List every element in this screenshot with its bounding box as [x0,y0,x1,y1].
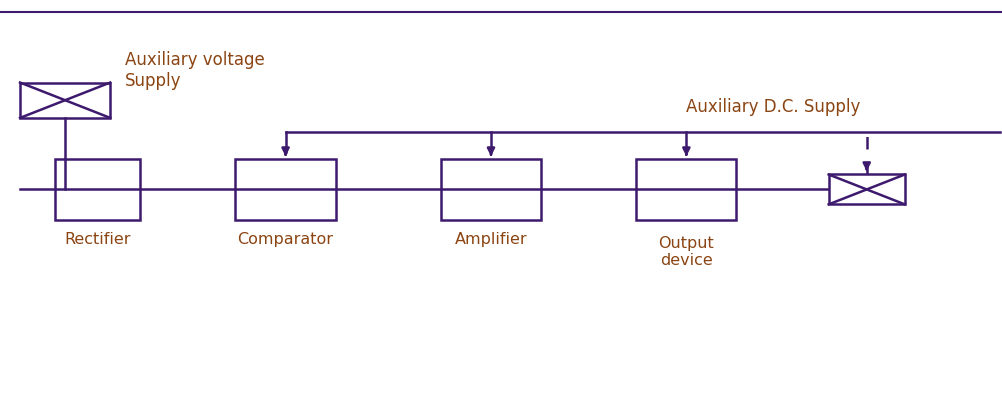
Bar [20,83,110,118]
Text: Comparator: Comparator [237,232,334,247]
Bar [55,159,140,220]
Text: Auxiliary voltage
Supply: Auxiliary voltage Supply [125,51,265,90]
Text: Amplifier: Amplifier [455,232,527,247]
Text: Rectifier: Rectifier [64,232,130,247]
Text: Output
device: Output device [658,236,714,268]
Bar [441,159,541,220]
Bar [636,159,736,220]
Bar [235,159,336,220]
Bar [829,174,905,204]
Text: Auxiliary D.C. Supply: Auxiliary D.C. Supply [686,98,861,116]
